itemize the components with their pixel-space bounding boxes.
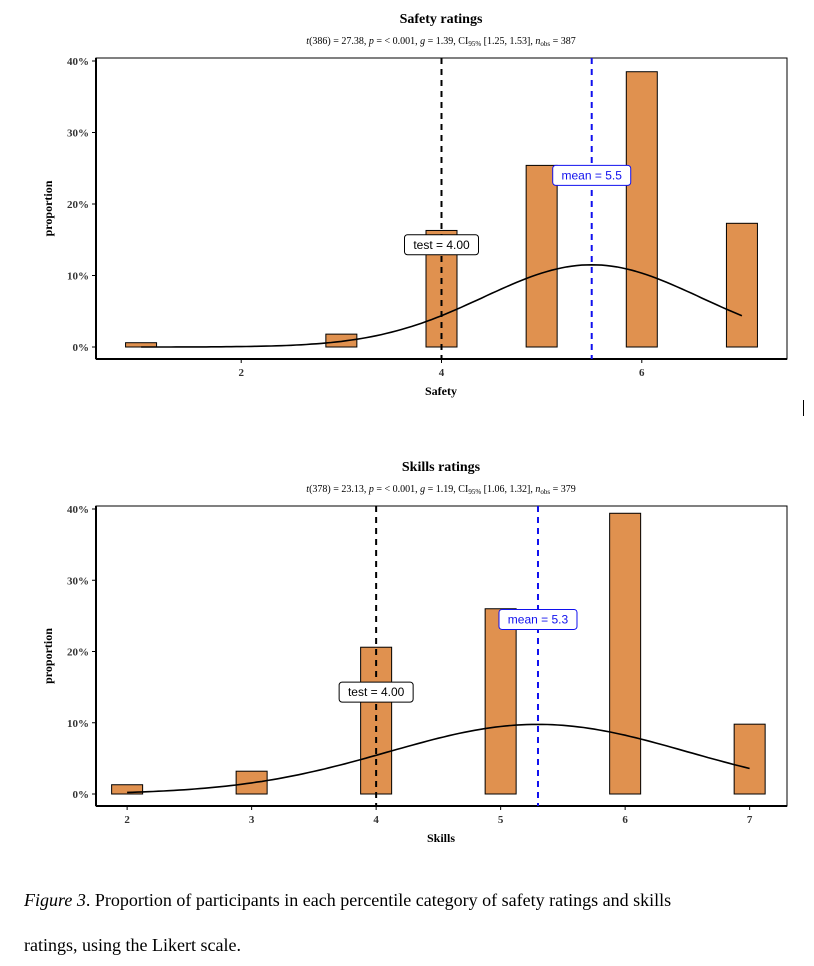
x-axis-title: Skills <box>427 831 455 845</box>
test-value-label-box <box>404 234 479 256</box>
x-tick-label: 2 <box>238 367 244 379</box>
x-tick-label: 4 <box>439 367 445 379</box>
skills-ratings-chart-svg: Skills ratings t(378) = 23.13, p = < 0.00… <box>41 460 788 845</box>
mean-value-label-box <box>552 164 632 186</box>
y-tick-label: 10% <box>67 718 89 730</box>
y-tick-label: 30% <box>67 575 89 587</box>
figure-caption-text: . Proportion of participants in each per… <box>85 890 672 910</box>
test-value-label-text: test = 4.00 <box>348 685 405 699</box>
x-tick-label: 2 <box>124 814 130 826</box>
skills-ratings-chart: Skills ratings t(378) = 23.13, p = < 0.00… <box>0 448 814 858</box>
mean-value-label-text: mean = 5.3 <box>508 612 569 626</box>
histogram-bar <box>111 784 144 795</box>
histogram-bar <box>733 723 766 795</box>
histogram-bar <box>125 342 158 348</box>
y-tick-label: 0% <box>73 342 90 354</box>
y-axis-title: proportion <box>41 628 55 684</box>
histogram-bar <box>525 164 558 348</box>
test-value-label: test = 4.00 <box>404 234 479 256</box>
chart-title: Safety ratings <box>400 12 483 27</box>
x-axis-title: Safety <box>425 384 457 398</box>
test-value-label: test = 4.00 <box>338 681 414 703</box>
mean-value-label: mean = 5.5 <box>552 164 632 186</box>
histogram-bar <box>725 222 758 348</box>
test-value-label-text: test = 4.00 <box>413 238 470 252</box>
y-tick-label: 20% <box>67 647 89 659</box>
y-axis-title: proportion <box>41 180 55 236</box>
figure-label: Figure 3 <box>24 890 86 910</box>
chart-title: Skills ratings <box>402 460 481 475</box>
figure-caption-line-2: ratings, using the Likert scale. <box>24 935 241 955</box>
x-tick-label: 6 <box>639 367 645 379</box>
y-tick-label: 10% <box>67 271 89 283</box>
y-tick-label: 40% <box>67 504 89 516</box>
chart-subtitle: t(386) = 27.38, p = < 0.001, g = 1.39, C… <box>306 36 575 48</box>
y-tick-label: 20% <box>67 199 89 211</box>
histogram-bar <box>609 512 642 795</box>
mean-value-label-box <box>498 608 578 630</box>
plot-panel-border <box>95 505 788 807</box>
histogram-bar <box>325 333 358 348</box>
figure-caption-line-1: Figure 3. Proportion of participants in … <box>24 890 804 912</box>
safety-ratings-chart-svg: Safety ratings t(386) = 27.38, p = < 0.00… <box>41 12 788 398</box>
y-tick-label: 40% <box>67 56 89 68</box>
histogram-bar <box>625 71 658 348</box>
x-tick-label: 5 <box>498 814 504 826</box>
safety-ratings-chart: Safety ratings t(386) = 27.38, p = < 0.00… <box>0 0 814 410</box>
page-edge-mark <box>803 400 804 416</box>
test-value-label-box <box>338 681 414 703</box>
x-tick-label: 4 <box>373 814 379 826</box>
y-tick-label: 30% <box>67 128 89 140</box>
normal-density-curve <box>127 723 750 794</box>
x-tick-label: 7 <box>747 814 753 826</box>
chart-subtitle: t(378) = 23.13, p = < 0.001, g = 1.19, C… <box>306 484 575 496</box>
histogram-bar <box>484 608 517 795</box>
mean-value-label: mean = 5.3 <box>498 608 578 630</box>
y-tick-label: 0% <box>73 789 90 801</box>
x-tick-label: 6 <box>622 814 628 826</box>
mean-value-label-text: mean = 5.5 <box>562 168 623 182</box>
x-tick-label: 3 <box>249 814 255 826</box>
